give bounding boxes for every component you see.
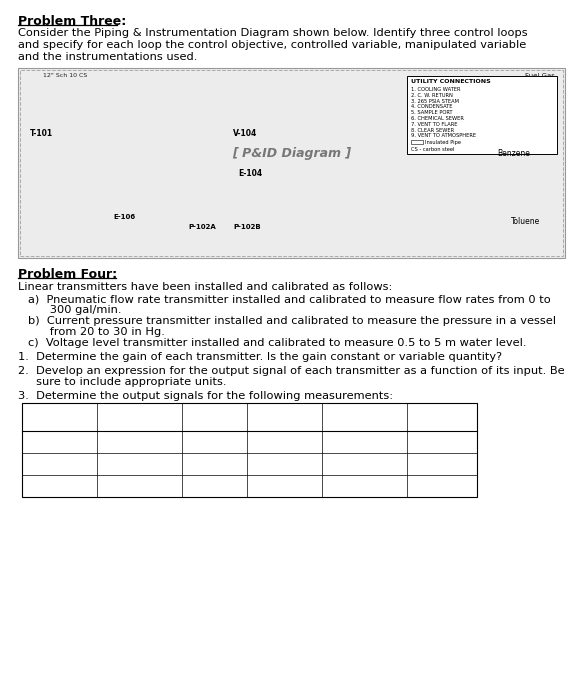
Text: and specify for each loop the control objective, controlled variable, manipulate: and specify for each loop the control ob… <box>18 40 526 50</box>
Text: CS - carbon steel: CS - carbon steel <box>411 147 455 152</box>
Text: 9. VENT TO ATMOSPHERE: 9. VENT TO ATMOSPHERE <box>411 134 476 139</box>
Text: 3. 265 PSIA STEAM: 3. 265 PSIA STEAM <box>411 99 459 104</box>
Text: 1. COOLING WATER: 1. COOLING WATER <box>411 87 461 92</box>
Text: (3-15 psig): (3-15 psig) <box>335 419 395 429</box>
Bar <box>18 68 565 258</box>
Text: 300 gal/min.: 300 gal/min. <box>28 305 121 315</box>
Text: and the instrumentations used.: and the instrumentations used. <box>18 52 198 62</box>
Text: P-102B: P-102B <box>233 224 261 230</box>
Text: Benzene: Benzene <box>497 148 530 158</box>
Text: 3.2 m: 3.2 m <box>102 481 132 491</box>
Text: b)  Current pressure transmitter installed and calibrated to measure the pressur: b) Current pressure transmitter installe… <box>28 316 556 326</box>
Text: 3.  Determine the output signals for the following measurements:: 3. Determine the output signals for the … <box>18 391 393 401</box>
Text: 5. SAMPLE PORT: 5. SAMPLE PORT <box>411 110 452 116</box>
Text: a)  Pneumatic flow rate transmitter installed and calibrated to measure flow rat: a) Pneumatic flow rate transmitter insta… <box>28 294 551 304</box>
Text: (4-20 mA): (4-20 mA) <box>258 419 311 429</box>
Text: Insulated Pipe: Insulated Pipe <box>425 140 461 145</box>
Text: a) Flow rate: a) Flow rate <box>27 437 89 447</box>
Bar <box>22 403 477 497</box>
Text: Transmitter: Transmitter <box>27 412 92 422</box>
Text: E-106: E-106 <box>113 214 135 220</box>
Text: sure to include appropriate units.: sure to include appropriate units. <box>18 377 227 387</box>
Bar <box>20 70 563 256</box>
Text: P-102A: P-102A <box>188 224 216 230</box>
Text: 4. CONDENSATE: 4. CONDENSATE <box>411 104 452 109</box>
Text: 8. CLEAR SEWER: 8. CLEAR SEWER <box>411 127 454 132</box>
Text: T-101: T-101 <box>30 129 53 137</box>
Text: Fuel Gas: Fuel Gas <box>525 73 555 79</box>
Text: Percentage: Percentage <box>183 412 246 422</box>
Text: 1.  Determine the gain of each transmitter. Is the gain constant or variable qua: 1. Determine the gain of each transmitte… <box>18 352 502 362</box>
Bar <box>411 140 423 144</box>
Text: Measurement: Measurement <box>102 412 177 422</box>
Text: Pneumatic: Pneumatic <box>335 410 394 420</box>
Text: UTILITY CONNECTIONS: UTILITY CONNECTIONS <box>411 79 491 84</box>
Text: 12" Sch 10 CS: 12" Sch 10 CS <box>43 73 87 78</box>
Bar <box>407 76 557 154</box>
Text: c) Level: c) Level <box>27 481 68 491</box>
Text: Voltage: Voltage <box>421 410 463 420</box>
Text: E-104: E-104 <box>238 169 262 178</box>
Text: (1-5 mV): (1-5 mV) <box>419 419 466 429</box>
Text: Current: Current <box>264 410 305 420</box>
Text: Problem Four:: Problem Four: <box>18 268 117 281</box>
Text: Consider the Piping & Instrumentation Diagram shown below. Identify three contro: Consider the Piping & Instrumentation Di… <box>18 28 528 38</box>
Text: [ P&ID Diagram ]: [ P&ID Diagram ] <box>232 146 351 160</box>
Text: 4" Sch 40 CS: 4" Sch 40 CS <box>519 80 555 85</box>
Text: 2. C. W. RETURN: 2. C. W. RETURN <box>411 93 453 98</box>
Text: 2.  Develop an expression for the output signal of each transmitter as a functio: 2. Develop an expression for the output … <box>18 366 564 376</box>
Text: V-104: V-104 <box>233 129 257 137</box>
Text: 7. VENT TO FLARE: 7. VENT TO FLARE <box>411 122 458 127</box>
Text: c)  Voltage level transmitter installed and calibrated to measure 0.5 to 5 m wat: c) Voltage level transmitter installed a… <box>28 338 526 348</box>
Text: 6. CHEMICAL SEWER: 6. CHEMICAL SEWER <box>411 116 464 121</box>
Text: Linear transmitters have been installed and calibrated as follows:: Linear transmitters have been installed … <box>18 282 392 292</box>
Text: Problem Three:: Problem Three: <box>18 15 127 28</box>
Text: b) Pressure: b) Pressure <box>27 459 86 469</box>
Text: from 20 to 30 in Hg.: from 20 to 30 in Hg. <box>28 327 165 337</box>
Text: 25 Hg: 25 Hg <box>102 459 133 469</box>
Text: Toluene: Toluene <box>511 217 540 226</box>
Text: 100 gal/min: 100 gal/min <box>102 437 164 447</box>
